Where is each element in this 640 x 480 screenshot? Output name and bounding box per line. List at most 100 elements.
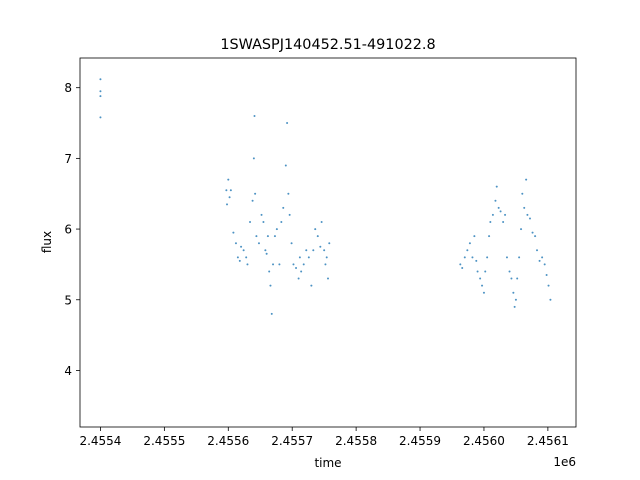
data-point (286, 122, 289, 125)
data-point (518, 256, 521, 259)
data-point (245, 256, 248, 259)
y-tick-label: 7 (64, 152, 72, 166)
data-point (260, 213, 263, 216)
data-point (547, 284, 550, 287)
x-axis-offset-label: 1e6 (553, 455, 576, 469)
y-tick-label: 6 (64, 223, 72, 237)
chart-title: 1SWASPJ140452.51-491022.8 (220, 37, 435, 53)
data-point (486, 256, 489, 259)
data-point (319, 245, 322, 248)
data-point (513, 305, 516, 308)
x-axis-ticks: 2.4554 2.4555 2.4556 2.4557 2.4558 2.4559 2.45… (79, 427, 569, 448)
plot-frame (79, 57, 577, 428)
data-point (240, 245, 243, 248)
data-point (257, 242, 260, 245)
data-point (246, 263, 249, 266)
data-point (479, 277, 482, 280)
data-point (278, 263, 281, 266)
data-point (523, 206, 526, 209)
data-point (265, 252, 268, 255)
data-point (545, 274, 548, 277)
data-point (325, 256, 328, 259)
data-point (99, 90, 102, 93)
data-point (502, 221, 505, 223)
data-point (251, 199, 254, 202)
data-point (495, 185, 498, 188)
y-tick-label: 8 (64, 81, 72, 95)
data-point (549, 298, 552, 301)
data-point (461, 266, 464, 269)
data-point (499, 210, 502, 213)
data-point (254, 192, 257, 195)
data-point (463, 256, 466, 259)
data-point (99, 78, 102, 81)
data-point (323, 249, 326, 252)
data-point (473, 235, 476, 238)
data-point (531, 231, 534, 234)
data-point (481, 284, 484, 287)
data-point (268, 270, 271, 273)
data-point (264, 249, 267, 252)
data-point (288, 213, 291, 216)
data-point (521, 192, 524, 195)
data-point (249, 221, 252, 223)
data-point (475, 259, 478, 262)
x-tick-label: 2.4557 (271, 434, 313, 448)
data-point (269, 284, 272, 287)
y-tick-label: 4 (64, 364, 72, 378)
data-point (282, 206, 285, 209)
data-point (270, 312, 273, 315)
data-point (266, 235, 269, 238)
data-point (228, 196, 231, 199)
data-point (525, 178, 528, 181)
data-point (280, 221, 283, 223)
data-point (482, 291, 485, 294)
data-point (484, 270, 487, 273)
data-point (504, 213, 507, 216)
data-point (541, 256, 544, 259)
data-point (302, 263, 305, 266)
data-point (512, 291, 515, 294)
data-point (262, 221, 265, 223)
data-point (99, 116, 102, 119)
data-point (253, 114, 256, 117)
data-point (536, 249, 539, 252)
data-point (324, 263, 327, 266)
data-point (234, 242, 237, 245)
x-tick-label: 2.4554 (79, 434, 121, 448)
data-point (528, 217, 531, 220)
data-point (471, 256, 474, 259)
data-point (252, 157, 255, 160)
data-point (305, 249, 308, 252)
y-axis-label: flux (40, 231, 54, 253)
data-point (468, 242, 471, 245)
data-point (534, 235, 537, 238)
data-point (476, 270, 479, 273)
data-point (466, 249, 469, 252)
data-point (328, 242, 331, 245)
data-point (272, 263, 275, 266)
data-point (290, 242, 293, 245)
y-axis-ticks: 4 5 6 7 8 (64, 81, 80, 378)
data-points (99, 78, 552, 315)
data-point (275, 228, 278, 231)
x-tick-label: 2.4556 (207, 434, 249, 448)
x-axis-label: time (314, 456, 341, 470)
data-point (307, 256, 310, 259)
data-point (505, 256, 508, 259)
data-point (494, 199, 497, 202)
data-point (99, 95, 102, 98)
data-point (520, 228, 523, 231)
data-point (543, 263, 546, 266)
data-point (226, 203, 229, 206)
data-point (255, 235, 258, 238)
data-point (497, 206, 500, 209)
data-point (327, 277, 329, 280)
data-point (310, 284, 313, 287)
x-tick-label: 2.4555 (143, 434, 185, 448)
x-tick-label: 2.4558 (335, 434, 377, 448)
data-point (284, 164, 287, 167)
data-point (510, 277, 513, 280)
